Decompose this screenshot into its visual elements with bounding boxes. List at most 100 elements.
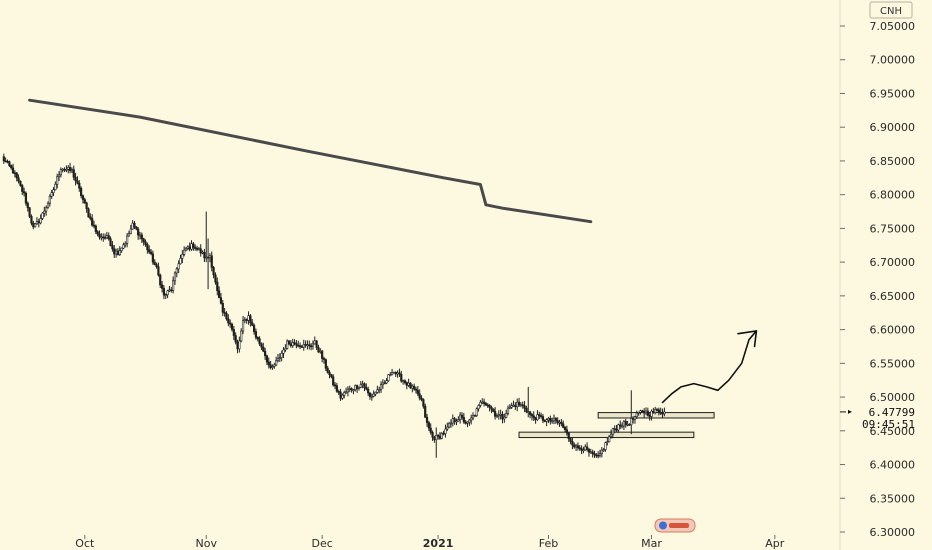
candle-body-down [304,344,307,346]
candle [256,336,259,342]
candle-body-down [102,236,105,239]
candle-body-down [394,371,397,375]
candle [413,383,416,391]
candle [541,413,545,424]
candle [435,427,438,458]
candle-body-up [455,420,458,423]
candle-body-up [126,235,129,244]
candle [619,420,622,430]
candle [344,387,348,394]
candle [34,222,37,228]
candle [175,267,178,278]
candle-body-up [173,272,177,282]
candle-body-up [343,392,346,396]
candle [617,423,620,433]
candle-body-down [580,448,583,451]
candle-body-down [488,404,491,408]
candle-body-up [271,366,274,368]
candle [291,338,294,348]
currency-box [869,1,913,19]
candle-body-up [164,294,167,297]
candle [96,230,99,237]
candle [350,387,353,393]
candle [567,432,570,442]
candle-body-up [381,382,384,385]
candle-body-up [138,234,142,237]
candle-body-up [361,383,364,386]
candle [633,415,637,424]
candle-body-up [238,340,241,350]
candle-body-down [252,324,256,332]
candle-body-down [142,238,145,243]
y-tick-label: 6.30000 [870,526,916,539]
candle-body-down [21,185,24,192]
candle-body-up [346,388,350,393]
candle-body-down [317,347,320,353]
candle [302,339,305,351]
candle-body-up [451,418,454,424]
candle [65,165,68,173]
candle [368,392,372,400]
candle [591,449,594,458]
candle-body-up [168,289,171,292]
candle-body-up [183,249,186,255]
candle-body-up [341,394,344,399]
candle-body-down [530,414,534,417]
candle [109,236,112,247]
y-tick-label: 6.70000 [870,256,916,269]
candle-body-down [159,274,162,286]
candle-body-down [322,358,326,360]
candle-body-down [400,373,403,382]
candle-body-down [8,161,11,166]
candle [657,407,660,416]
candle-body-down [298,345,302,348]
candle-body-down [245,319,248,321]
candle-body-up [457,419,460,422]
candle-body-down [287,340,291,345]
candle-body-up [45,207,48,212]
candle-body-up [46,202,50,208]
candle [600,447,603,458]
candle-body-down [26,202,29,209]
candle-body-up [240,330,243,342]
candle [22,187,26,197]
candle-body-down [484,403,488,406]
candle [446,422,449,432]
candle-body-down [310,345,313,348]
candle-body-up [407,382,410,386]
candle [199,244,202,257]
candle-body-up [512,404,515,407]
candle-body-down [328,371,331,375]
candle-body-up [637,412,640,414]
candle [252,323,256,335]
candle-body-up [459,414,462,420]
candle [144,239,147,247]
candle [523,401,526,413]
candle [310,343,313,351]
candle-body-up [372,393,375,397]
candle-body-down [223,311,226,314]
candle-body-down [210,255,213,268]
candle [528,410,532,419]
candle [229,319,232,328]
candle [521,401,524,409]
candle-body-down [356,385,359,389]
candle-body-down [17,177,20,182]
candle-body-down [144,241,147,245]
candle [260,342,263,350]
candle [440,431,443,440]
candle-body-down [146,244,149,251]
candle [92,220,96,229]
candle-body-down [597,454,600,457]
candle-body-up [547,418,550,421]
candle [219,293,223,305]
candle [269,360,272,370]
candle [107,232,110,241]
candle [597,451,600,459]
candle [444,424,447,438]
current-price-pointer [848,409,852,414]
candle [462,412,465,424]
candle [87,207,90,218]
candle-body-up [379,384,383,390]
